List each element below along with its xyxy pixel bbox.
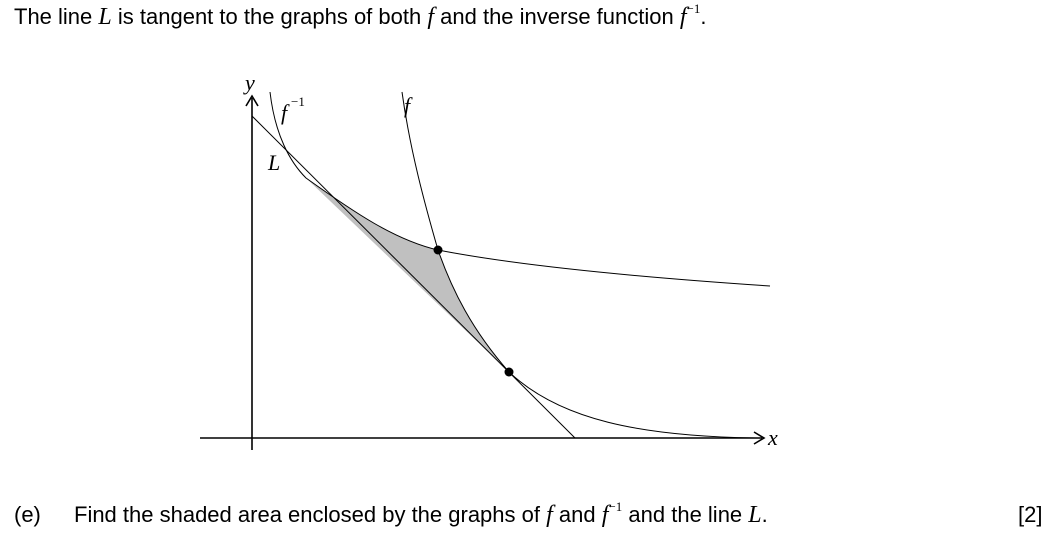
function-symbol: f bbox=[427, 4, 435, 30]
x-axis-label: x bbox=[767, 425, 778, 450]
question-text-3: and the line bbox=[628, 502, 743, 527]
shaded-region bbox=[306, 178, 509, 372]
tangent-line-L bbox=[251, 115, 576, 439]
inverse-base: f bbox=[679, 4, 687, 30]
question-inverse-symbol: f−1 bbox=[601, 499, 623, 528]
x-axis-arrowhead bbox=[753, 431, 766, 445]
intro-text-3: and the inverse function bbox=[440, 4, 674, 29]
y-axis-label: y bbox=[243, 70, 255, 95]
intro-end: . bbox=[700, 4, 707, 29]
question-end: . bbox=[761, 502, 768, 527]
inverse-function-symbol: f−1 bbox=[679, 1, 701, 30]
curve-f-label: f bbox=[404, 93, 413, 118]
question-marks: [2] bbox=[1018, 502, 1043, 527]
y-axis-arrowhead bbox=[245, 94, 259, 107]
curve-f-inverse bbox=[269, 91, 771, 287]
intersection-point-upper bbox=[433, 245, 443, 255]
graph-figure: y x f f −1 L bbox=[200, 70, 778, 450]
curve-f bbox=[401, 91, 756, 439]
inverse-exponent: −1 bbox=[686, 1, 701, 16]
question-inverse-exponent: −1 bbox=[608, 499, 623, 514]
question-inverse-base: f bbox=[601, 502, 609, 528]
question-number: (e) bbox=[14, 502, 41, 527]
intro-sentence: The line L is tangent to the graphs of b… bbox=[14, 1, 707, 31]
intro-text-1: The line bbox=[14, 4, 93, 29]
question-text-1: Find the shaded area enclosed by the gra… bbox=[74, 502, 540, 527]
intro-text-2: is tangent to the graphs of both bbox=[117, 4, 422, 29]
line-symbol: L bbox=[98, 4, 112, 30]
curve-f-inverse-label: f bbox=[281, 100, 290, 125]
intersection-point-lower bbox=[504, 367, 514, 377]
question-text-2: and bbox=[558, 502, 596, 527]
question-text: Find the shaded area enclosed by the gra… bbox=[74, 499, 768, 529]
question-line-symbol: L bbox=[748, 502, 762, 528]
curve-f-inverse-label-exponent: −1 bbox=[291, 94, 305, 109]
question-function-symbol: f bbox=[546, 502, 553, 528]
line-L-label: L bbox=[267, 150, 280, 175]
